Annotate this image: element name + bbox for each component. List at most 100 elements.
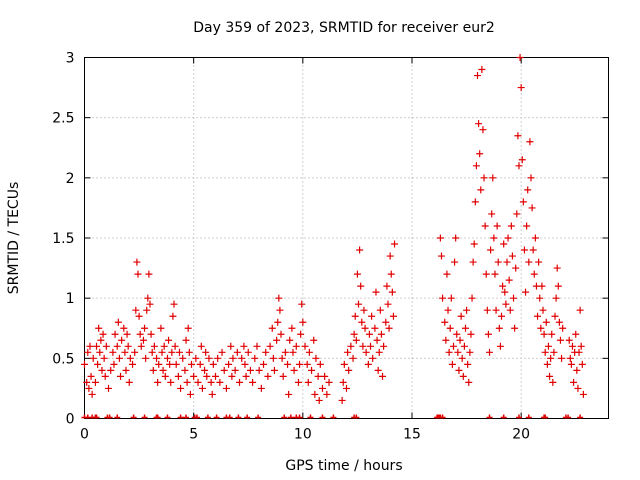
data-point — [530, 270, 538, 278]
data-point — [478, 66, 486, 74]
data-point — [388, 288, 396, 296]
data-point — [85, 384, 93, 392]
data-point — [159, 366, 167, 374]
data-point — [554, 282, 562, 290]
data-point — [175, 348, 183, 356]
data-point — [375, 348, 383, 356]
data-point — [311, 390, 319, 398]
data-point — [171, 342, 179, 350]
data-point — [160, 342, 168, 350]
data-point — [518, 156, 526, 164]
data-point — [125, 378, 133, 386]
data-point — [207, 378, 215, 386]
data-point — [167, 378, 175, 386]
data-point — [476, 150, 484, 158]
data-point — [340, 360, 348, 368]
data-point — [284, 360, 292, 368]
data-point — [168, 348, 176, 356]
data-point — [275, 294, 283, 302]
data-point — [150, 342, 158, 350]
data-point — [142, 354, 150, 362]
data-point — [214, 354, 222, 362]
data-point — [185, 348, 193, 356]
data-point — [323, 390, 331, 398]
data-point — [477, 186, 485, 194]
data-point — [573, 366, 581, 374]
data-point — [209, 360, 217, 368]
data-point — [297, 330, 305, 338]
data-point — [574, 384, 582, 392]
data-point — [529, 246, 537, 254]
data-point — [501, 288, 509, 296]
data-point — [457, 312, 465, 320]
data-point — [83, 378, 91, 386]
data-point — [547, 354, 555, 362]
data-point — [549, 378, 557, 386]
data-point — [305, 348, 313, 356]
data-point — [481, 222, 489, 230]
data-point — [505, 276, 513, 284]
data-point — [540, 330, 548, 338]
data-point — [548, 330, 556, 338]
zero-point — [106, 414, 113, 419]
data-point — [379, 372, 387, 380]
data-point — [270, 366, 278, 374]
data-point — [522, 288, 530, 296]
data-point — [289, 348, 297, 356]
data-point — [452, 234, 460, 242]
zero-point — [439, 414, 446, 419]
data-point — [467, 330, 475, 338]
data-point — [517, 84, 525, 92]
data-point — [93, 342, 101, 350]
data-point — [253, 342, 261, 350]
y-tick-label: 2 — [66, 171, 75, 187]
data-point — [240, 342, 248, 350]
data-point — [133, 258, 141, 266]
data-point — [351, 312, 359, 320]
data-point — [542, 318, 550, 326]
data-point — [575, 348, 583, 356]
x-axis-label: GPS time / hours — [285, 458, 402, 474]
data-point — [131, 348, 139, 356]
data-point — [177, 384, 185, 392]
data-point — [169, 312, 177, 320]
data-point — [192, 354, 200, 362]
data-point — [343, 384, 350, 392]
data-point — [520, 246, 528, 254]
data-point — [184, 324, 192, 332]
data-point — [362, 348, 370, 356]
data-point — [524, 186, 532, 194]
data-point — [325, 378, 333, 386]
y-tick-label: 1.5 — [52, 231, 74, 247]
data-point — [514, 132, 522, 140]
data-point — [222, 384, 230, 392]
data-point — [81, 360, 88, 368]
data-point — [507, 222, 515, 230]
data-point — [465, 378, 473, 386]
data-point — [144, 294, 152, 302]
data-point — [495, 324, 503, 332]
data-point — [233, 348, 241, 356]
data-point — [208, 390, 216, 398]
zero-point — [183, 414, 190, 419]
zero-point — [515, 414, 522, 419]
data-point — [436, 234, 444, 242]
data-point — [534, 312, 542, 320]
data-point — [179, 354, 187, 362]
data-point — [158, 348, 166, 356]
data-point — [279, 372, 287, 380]
data-point — [143, 306, 151, 314]
data-point — [201, 366, 209, 374]
data-point — [544, 342, 552, 350]
data-point — [556, 336, 564, 344]
data-point — [466, 348, 474, 356]
data-point — [558, 354, 566, 362]
data-point — [117, 372, 125, 380]
data-point — [391, 240, 399, 248]
data-point — [236, 378, 244, 386]
data-point — [493, 222, 501, 230]
zero-point — [193, 414, 200, 419]
zero-point — [287, 414, 294, 419]
data-point — [269, 354, 277, 362]
data-point — [373, 336, 381, 344]
